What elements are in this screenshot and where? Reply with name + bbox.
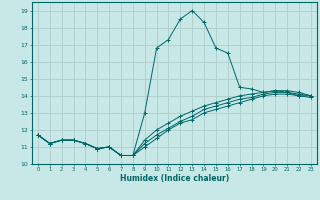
X-axis label: Humidex (Indice chaleur): Humidex (Indice chaleur)	[120, 174, 229, 183]
